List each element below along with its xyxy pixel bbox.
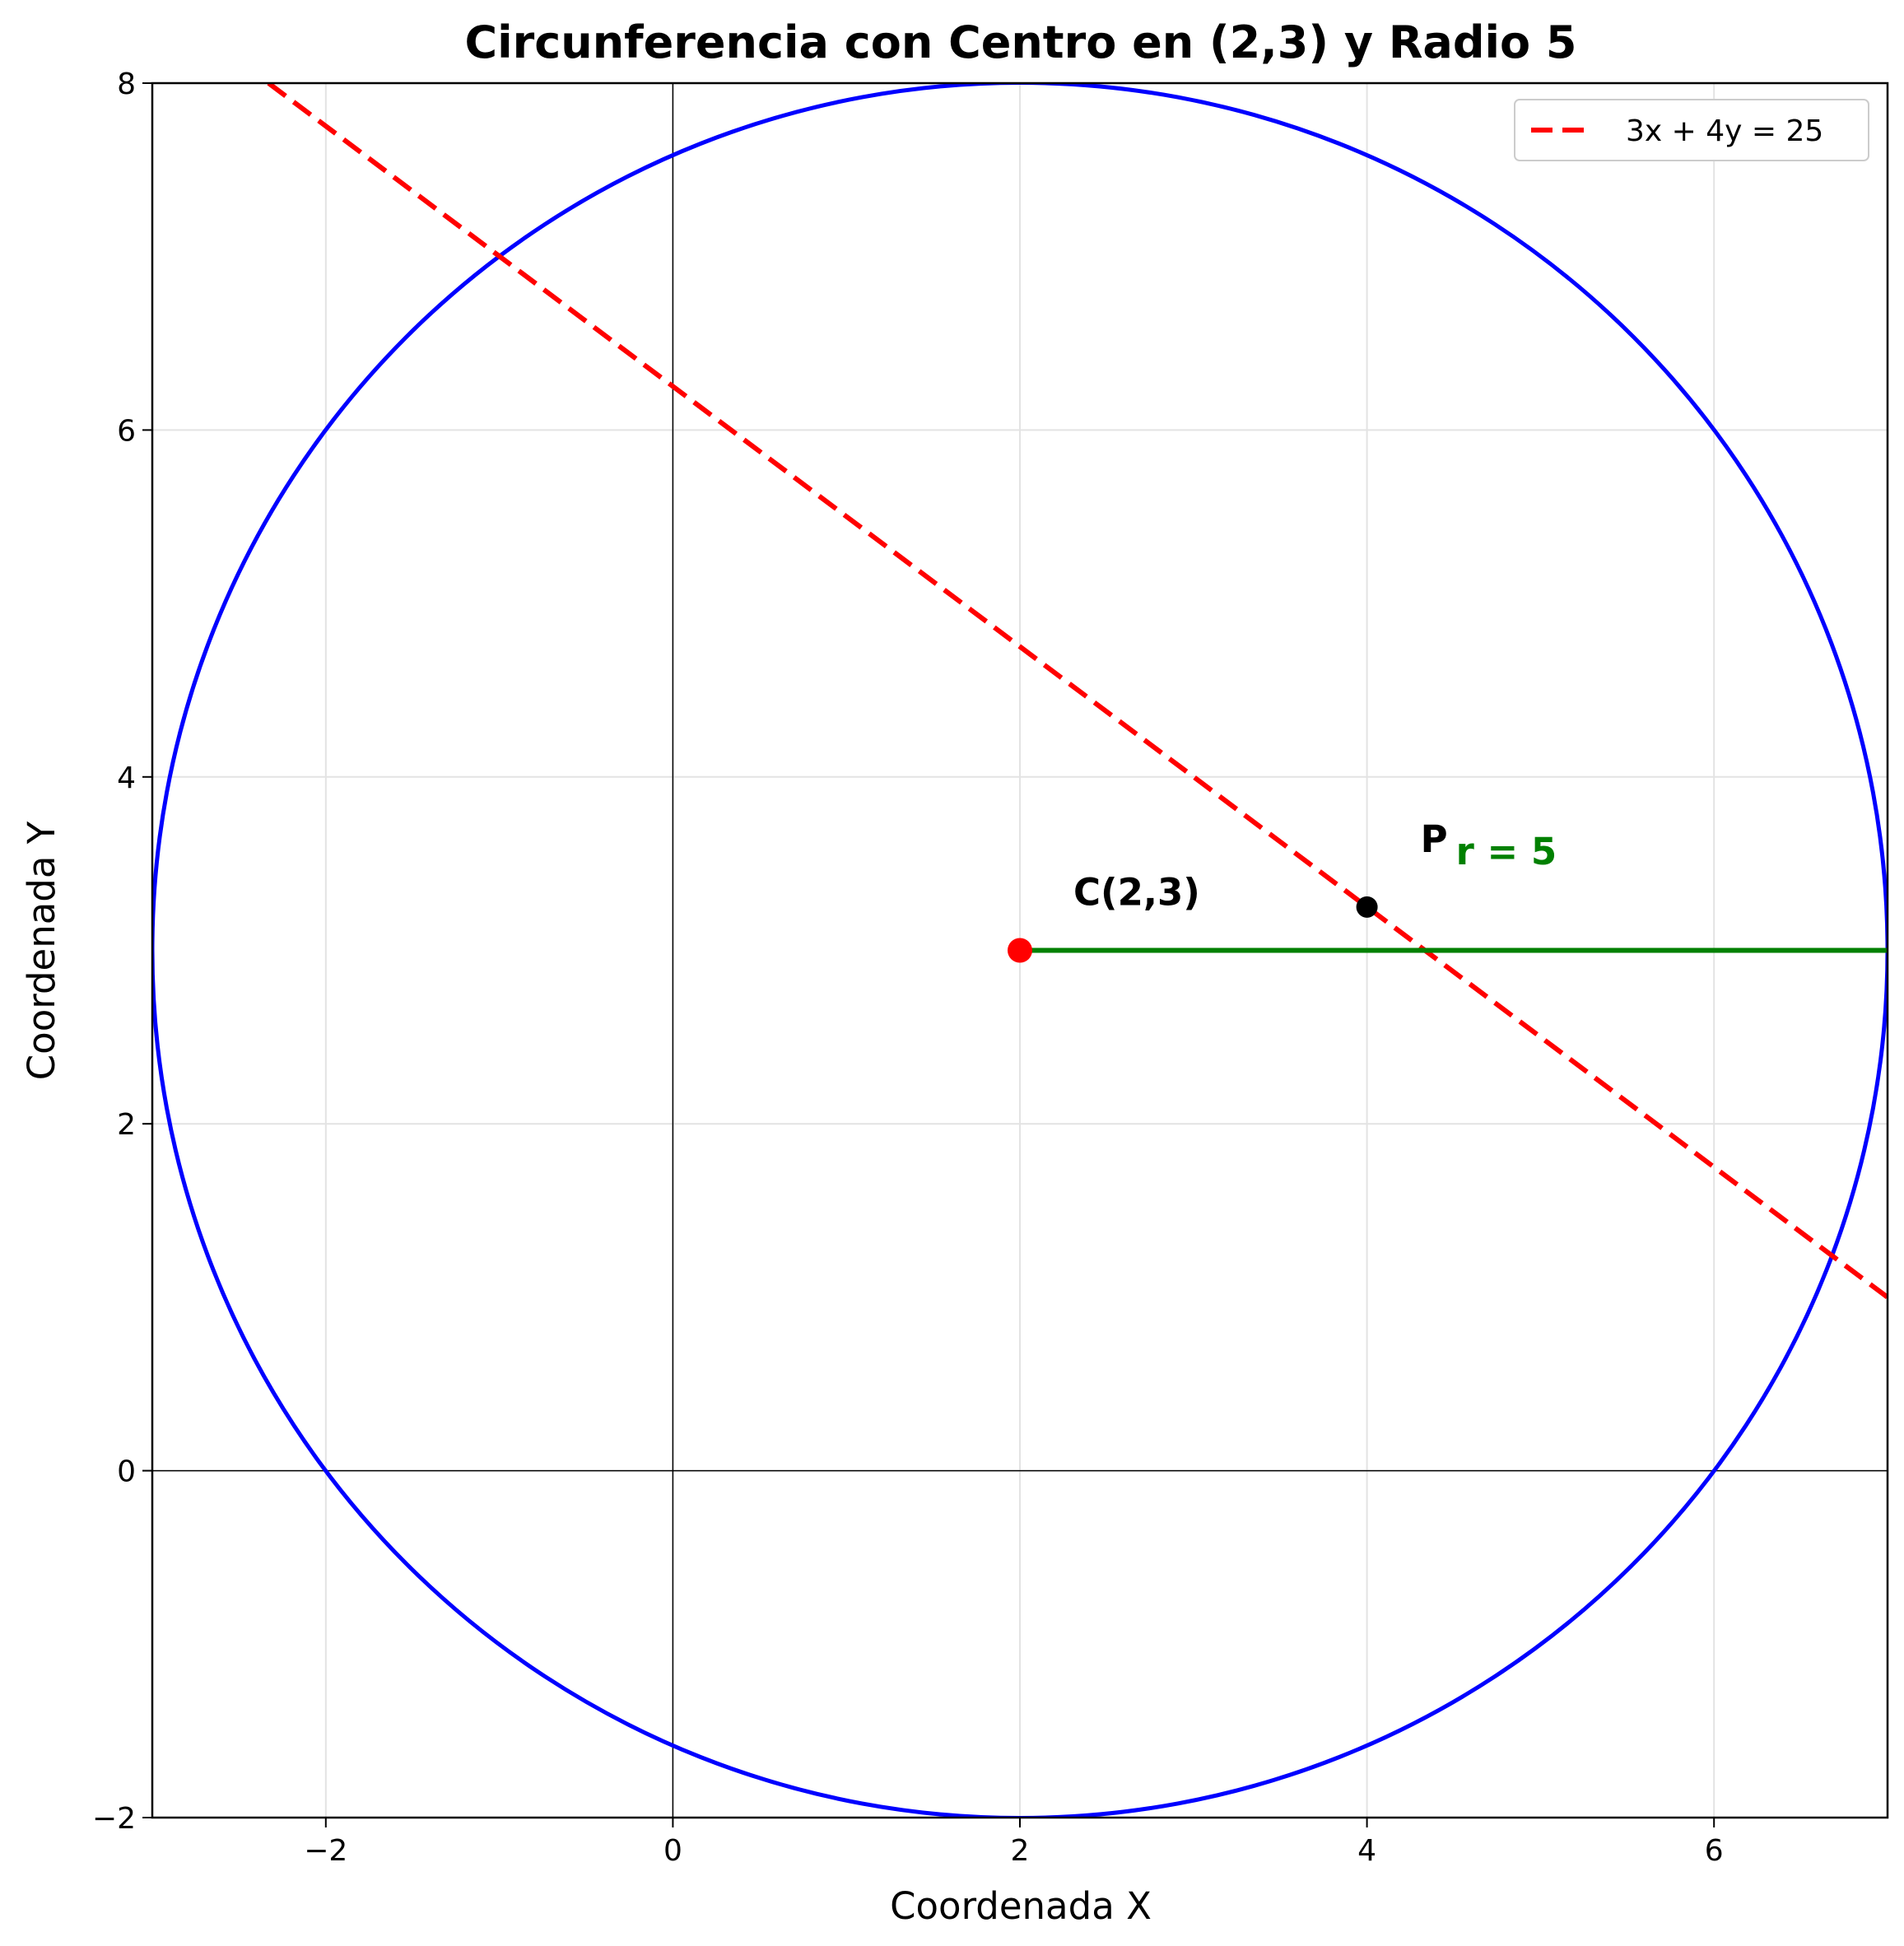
y-tick-label: 4	[117, 761, 136, 795]
x-tick-label: 4	[1357, 1834, 1376, 1868]
x-tick-label: 2	[1011, 1834, 1030, 1868]
x-axis-label: Coordenada X	[890, 1884, 1152, 1928]
reference-lines	[152, 83, 1888, 1818]
y-ticks: −2 0 2 4 6 8	[92, 68, 152, 1836]
y-tick-label: 6	[117, 414, 136, 448]
legend-box	[1514, 99, 1869, 161]
series-line-3x-4y-25	[267, 83, 1888, 1300]
point-p-label: P	[1421, 817, 1448, 861]
x-ticks: −2 0 2 4 6	[304, 1818, 1724, 1868]
y-axis-label: Coordenada Y	[20, 821, 63, 1080]
radius-label: r = 5	[1456, 830, 1557, 873]
y-tick-label: 0	[117, 1455, 136, 1489]
y-tick-label: 8	[117, 68, 136, 101]
point-p	[1356, 896, 1378, 918]
chart-title: Circunferencia con Centro en (2,3) y Rad…	[465, 16, 1577, 68]
legend-label: 3x + 4y = 25	[1626, 114, 1823, 148]
y-tick-label: −2	[92, 1802, 136, 1836]
y-tick-label: 2	[117, 1108, 136, 1142]
center-point	[1008, 938, 1032, 963]
x-tick-label: 0	[663, 1834, 682, 1868]
center-label: C(2,3)	[1073, 871, 1200, 915]
x-tick-label: 6	[1705, 1834, 1724, 1868]
legend: 3x + 4y = 25	[1514, 99, 1869, 161]
x-tick-label: −2	[304, 1834, 347, 1868]
